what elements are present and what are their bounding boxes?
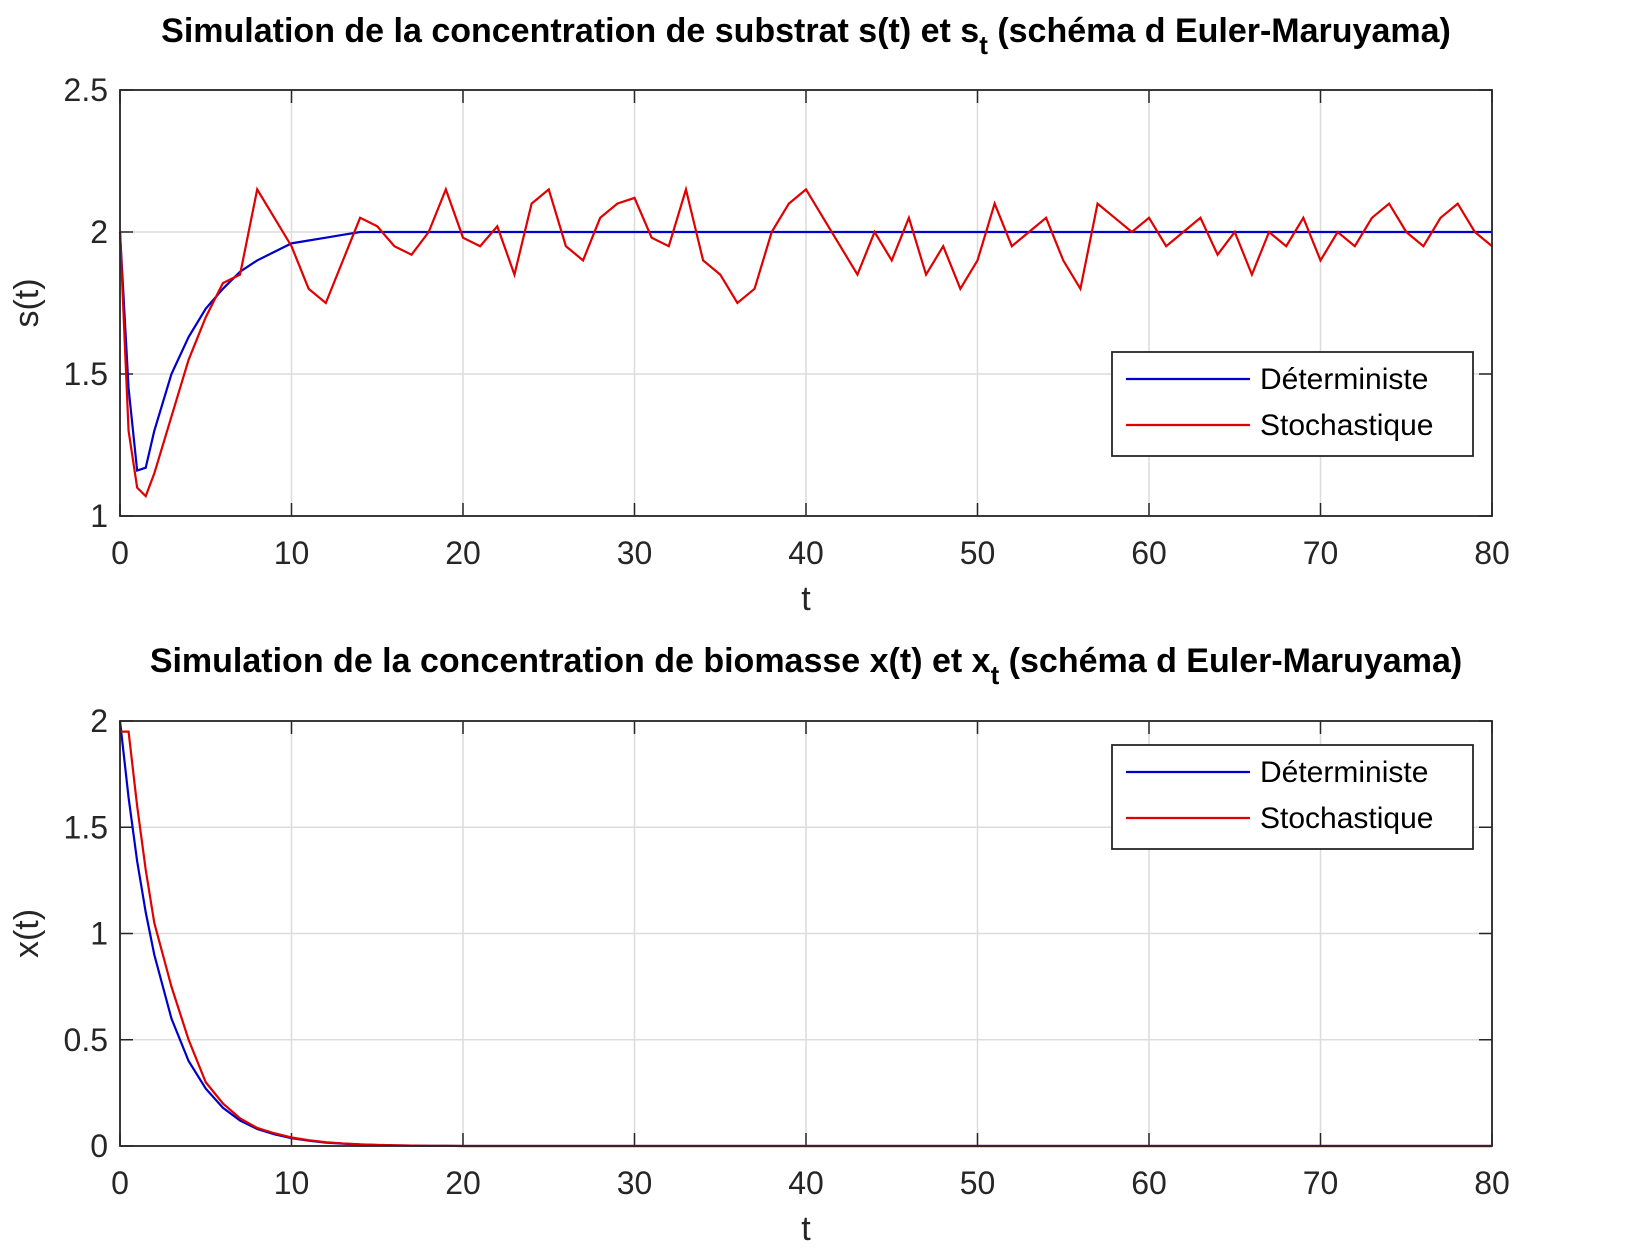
x-tick-label: 50 [960, 535, 996, 571]
x-tick-label: 30 [617, 1165, 653, 1201]
title-part: (schéma d Euler-Maruyama) [988, 12, 1451, 50]
chart-title: Simulation de la concentration de biomas… [150, 642, 1462, 690]
title-part: (schéma d Euler-Maruyama) [999, 642, 1462, 680]
legend: Déterministe Stochastique [1111, 744, 1474, 850]
x-tick-label: 70 [1303, 1165, 1339, 1201]
x-tick-label: 40 [788, 1165, 824, 1201]
x-tick-label: 60 [1131, 535, 1167, 571]
y-axis-label: s(t) [8, 278, 46, 327]
x-tick-label: 20 [445, 535, 481, 571]
chart-title: Simulation de la concentration de substr… [161, 12, 1451, 60]
y-tick-label: 1 [90, 916, 108, 952]
x-axis-label: t [801, 1210, 811, 1248]
axes-box [119, 89, 1493, 517]
x-tick-label: 0 [111, 535, 129, 571]
x-tick-label: 10 [274, 535, 310, 571]
y-tick-label: 2 [90, 703, 108, 739]
x-tick-label: 80 [1474, 535, 1510, 571]
subplot: 0 10 20 30 40 50 60 70 80 0 0.5 1 1.5 2 Simulation de … [8, 642, 1510, 1248]
legend: Déterministe Stochastique [1111, 351, 1474, 457]
x-tick-label: 40 [788, 535, 824, 571]
y-tick-label: 1.5 [64, 356, 108, 392]
y-tick-label: 2 [90, 214, 108, 250]
y-tick-label: 0.5 [64, 1022, 108, 1058]
title-part: t [979, 30, 988, 60]
title-part: t [991, 660, 1000, 690]
data-line [118, 185, 1493, 499]
subplot: 0 10 20 30 40 50 60 70 80 1 1.5 2 2.5 Simulation de l… [8, 12, 1510, 618]
title-part: Simulation de la concentration de biomas… [150, 642, 991, 680]
x-tick-label: 70 [1303, 535, 1339, 571]
legend-box [1111, 744, 1474, 850]
y-tick-label: 0 [90, 1128, 108, 1164]
y-tick-label: 1.5 [64, 809, 108, 845]
x-tick-label: 0 [111, 1165, 129, 1201]
legend-label: Déterministe [1260, 756, 1428, 789]
x-tick-label: 20 [445, 1165, 481, 1201]
x-tick-label: 80 [1474, 1165, 1510, 1201]
x-tick-label: 10 [274, 1165, 310, 1201]
y-axis-label: x(t) [8, 909, 46, 958]
x-axis-label: t [801, 580, 811, 618]
legend-label: Stochastique [1260, 409, 1433, 442]
y-tick-label: 1 [90, 498, 108, 534]
legend-label: Stochastique [1260, 802, 1433, 835]
legend-label: Déterministe [1260, 363, 1428, 396]
axes-box [119, 720, 1493, 1147]
x-tick-label: 50 [960, 1165, 996, 1201]
data-line [118, 230, 1492, 473]
legend-box [1111, 351, 1474, 457]
x-tick-label: 60 [1131, 1165, 1167, 1201]
y-tick-label: 2.5 [64, 72, 108, 108]
title-part: Simulation de la concentration de substr… [161, 12, 979, 50]
x-tick-label: 30 [617, 535, 653, 571]
